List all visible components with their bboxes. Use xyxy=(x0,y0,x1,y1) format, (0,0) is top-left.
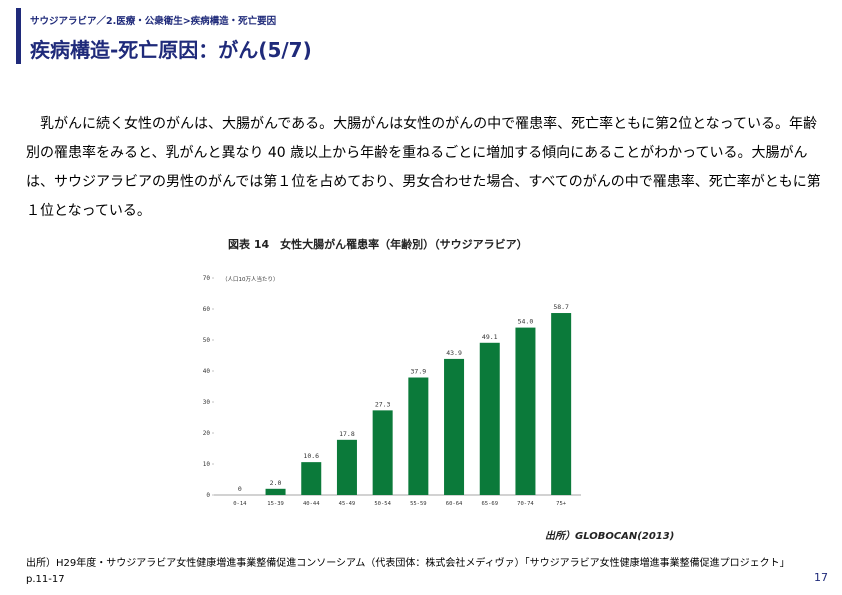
figure-title: 図表 14 女性大腸がん罹患率（年齢別）（サウジアラビア） xyxy=(228,238,528,251)
x-tick-label: 50-54 xyxy=(374,501,391,507)
data-label-55-59: 37.9 xyxy=(411,368,427,376)
page-number: 17 xyxy=(814,571,828,584)
bar-55-59 xyxy=(408,377,429,495)
y-tick-label: 60 xyxy=(203,306,211,313)
data-label-0-14: 0 xyxy=(238,485,242,493)
breadcrumb: サウジアラビア／2.医療・公衆衛生>疾病構造・死亡要因 xyxy=(30,16,277,27)
data-label-50-54: 27.3 xyxy=(375,400,391,408)
bar-65-69 xyxy=(479,342,500,495)
data-label-15-39: 2.0 xyxy=(270,479,282,487)
page-title: 疾病構造-死亡原因：がん(5/7) xyxy=(30,38,312,62)
footnote: 出所）H29年度・サウジアラビア女性健康増進事業整備促進コンソーシアム（代表団体… xyxy=(26,558,785,585)
body-paragraph: 乳がんに続く女性のがんは、大腸がんである。大腸がんは女性のがんの中で罹患率、死亡… xyxy=(26,116,821,219)
data-label-60-64: 43.9 xyxy=(446,349,462,357)
y-tick-label: 70 xyxy=(203,275,211,282)
y-tick-label: 40 xyxy=(203,368,211,375)
bar-60-64 xyxy=(444,358,465,495)
data-label-45-49: 17.8 xyxy=(339,430,355,438)
y-tick-label: 30 xyxy=(203,399,211,406)
y-tick-label: 10 xyxy=(203,461,211,468)
y-tick-label: 0 xyxy=(206,492,210,499)
y-tick-label: 20 xyxy=(203,430,211,437)
y-tick-label: 50 xyxy=(203,337,211,344)
x-tick-label: 0-14 xyxy=(233,501,247,507)
y-axis-unit-label: （人口10万人当たり） xyxy=(222,275,279,283)
data-label-65-69: 49.1 xyxy=(482,333,498,341)
bar-75+ xyxy=(551,313,572,495)
x-tick-label: 60-64 xyxy=(446,501,463,507)
bar-70-74 xyxy=(515,327,536,495)
x-tick-label: 15-39 xyxy=(267,501,284,507)
bar-chart: （人口10万人当たり） 0 10 20 30 40 50 60 70 0 0-14 2.0 15-39 1… xyxy=(203,275,581,507)
figure-source: 出所）GLOBOCAN(2013) xyxy=(545,531,675,542)
x-tick-label: 45-49 xyxy=(339,501,356,507)
title-accent-bar xyxy=(16,8,21,64)
bar-45-49 xyxy=(336,439,357,495)
data-label-70-74: 54.0 xyxy=(518,318,534,326)
bar-50-54 xyxy=(372,410,393,495)
x-tick-label: 75+ xyxy=(556,501,567,507)
bar-15-39 xyxy=(265,488,286,495)
data-label-75+: 58.7 xyxy=(553,303,569,311)
bar-40-44 xyxy=(301,462,322,495)
data-label-40-44: 10.6 xyxy=(303,452,319,460)
x-tick-label: 65-69 xyxy=(481,501,498,507)
x-tick-label: 40-44 xyxy=(303,501,320,507)
x-tick-label: 55-59 xyxy=(410,501,427,507)
x-tick-label: 70-74 xyxy=(517,501,534,507)
